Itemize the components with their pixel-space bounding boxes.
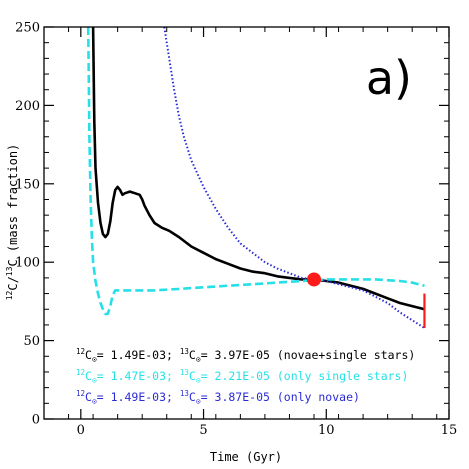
plot-frame xyxy=(43,26,450,420)
x-tick-label: 15 xyxy=(441,423,458,438)
legend-entry-0: 12C⊙= 1.49E-03; 13C⊙= 3.97E-05 (novae+si… xyxy=(76,347,415,364)
y-axis-label-el2: C (mass fraction) xyxy=(6,144,20,267)
y-axis-label-iso1: 12 xyxy=(5,290,14,300)
y-tick-label: 50 xyxy=(23,334,40,349)
y-axis-label-el1: C/ xyxy=(6,276,20,290)
x-tick-label: 10 xyxy=(318,423,335,438)
x-tick-label: 5 xyxy=(199,423,207,438)
legend-entry-2: 12C⊙= 1.49E-03; 13C⊙= 3.87E-05 (only nov… xyxy=(76,389,360,406)
y-tick-label: 200 xyxy=(15,99,40,114)
data-marker xyxy=(307,272,321,287)
y-tick-label: 250 xyxy=(15,21,40,36)
series-line-1 xyxy=(86,27,425,316)
y-axis-label-iso2: 13 xyxy=(5,266,14,276)
series-line-0 xyxy=(91,27,425,311)
panel-label: a) xyxy=(366,51,412,105)
legend-entry-1: 12C⊙= 1.47E-03; 13C⊙= 2.21E-05 (only sin… xyxy=(76,368,408,385)
y-tick-label: 100 xyxy=(15,256,40,271)
legend: 12C⊙= 1.49E-03; 13C⊙= 3.97E-05 (novae+si… xyxy=(76,347,415,406)
y-axis-label: 12C/13C (mass fraction) xyxy=(5,144,20,301)
y-tick-label: 0 xyxy=(32,413,40,428)
y-tick-label: 150 xyxy=(15,177,40,192)
x-tick-label: 0 xyxy=(77,423,85,438)
x-axis-label: Time (Gyr) xyxy=(210,450,282,464)
series-line-2 xyxy=(163,27,426,329)
